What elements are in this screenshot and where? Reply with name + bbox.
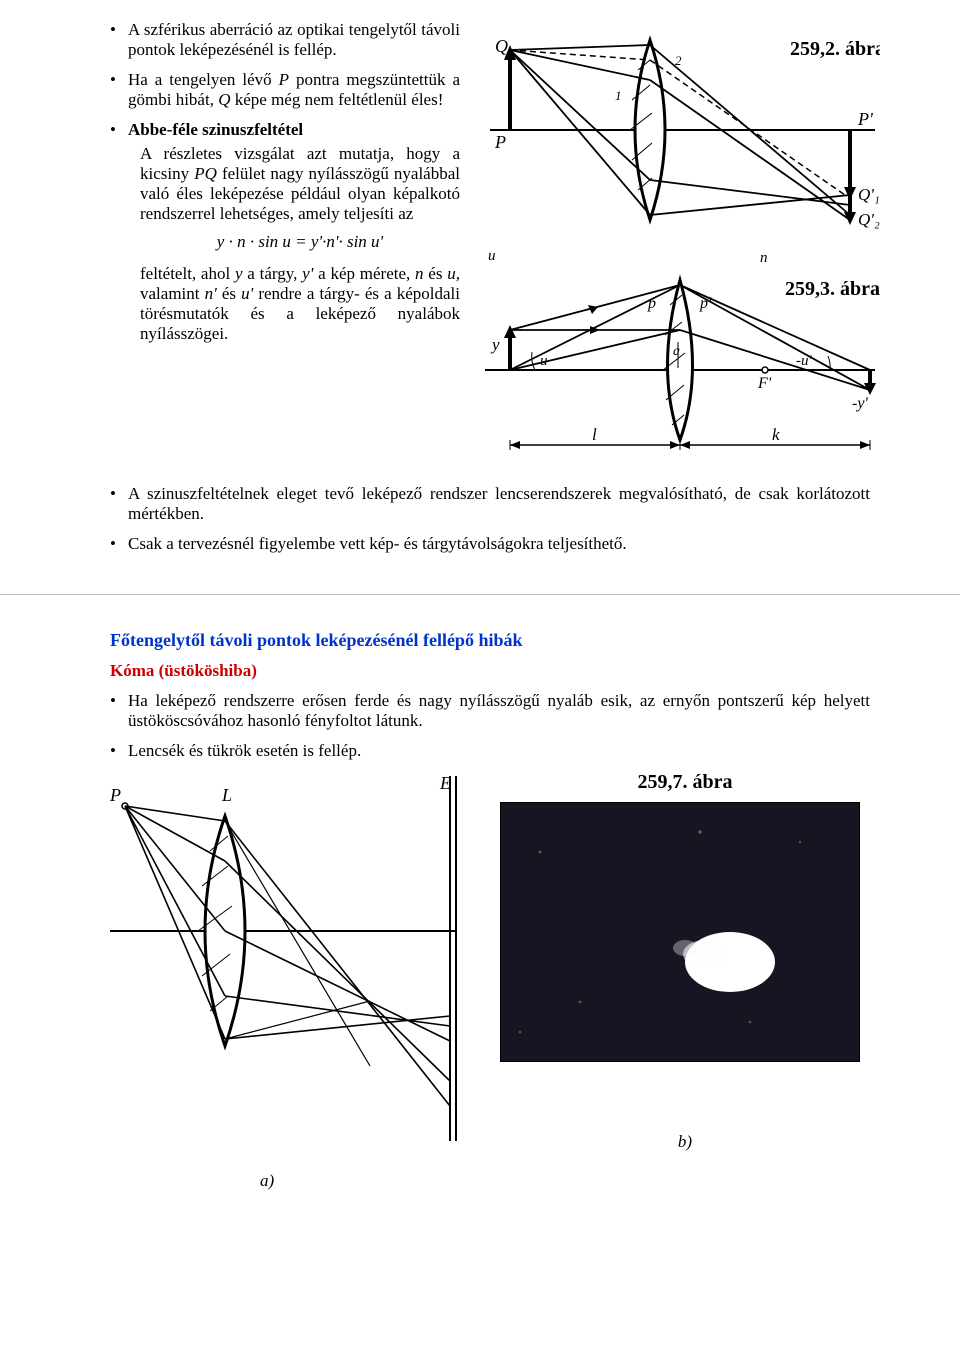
sym-u-angle: u: [540, 353, 548, 369]
sym-minus-u-prime: -u': [796, 353, 812, 369]
sym-l: l: [592, 425, 597, 444]
abbe-block: A részletes vizsgálat azt mutatja, hogy …: [110, 144, 460, 344]
bullet-spherical-aberration: A szférikus aberráció az optikai tengely…: [110, 20, 460, 60]
sym-n-right: n: [760, 250, 768, 266]
page-bottom: Főtengelytől távoli pontok leképezésénél…: [0, 595, 960, 1221]
sym-Q2p: Q'₂: [858, 210, 880, 229]
bullet-tervezesnel: Csak a tervezésnél figyelembe vett kép- …: [110, 534, 870, 554]
abbe-formula: y · n · sin u = y'·n'· sin u': [140, 232, 460, 252]
heading-koma: Kóma (üstököshiba): [110, 661, 870, 681]
top-two-column: A szférikus aberráció az optikai tengely…: [110, 20, 870, 470]
figure-coma-diagram: P L E: [110, 771, 470, 1191]
svg-text:2: 2: [675, 53, 682, 68]
sym-minus-y-prime: -y': [852, 395, 868, 412]
sym-a: a: [673, 344, 680, 359]
abbe-intro-text: A részletes vizsgálat azt mutatja, hogy …: [140, 144, 460, 224]
sym-Q1p: Q'₁: [858, 185, 880, 204]
sym-u-left: u: [488, 250, 496, 264]
svg-text:1: 1: [615, 88, 622, 103]
bullet-gombi-hibat: Ha a tengelyen lévő P pontra megszüntett…: [110, 70, 460, 110]
bullet-abbe: Abbe-féle szinuszfeltétel: [110, 120, 460, 140]
heading-fotengely: Főtengelytől távoli pontok leképezésénél…: [110, 630, 870, 651]
figure-coma-photo: [500, 802, 860, 1062]
top-left-text: A szférikus aberráció az optikai tengely…: [110, 20, 460, 344]
sym-k: k: [772, 425, 780, 444]
bullet-szinuszfeltetel: A szinuszfeltételnek eleget tevő leképez…: [110, 484, 870, 524]
figure-259-3: 259,3. ábra u n y: [480, 250, 880, 470]
figure-coma-photo-block: 259,7. ábra b): [500, 771, 870, 1152]
sym-P: P: [494, 132, 506, 152]
sym-Q: Q: [495, 36, 508, 56]
fig-photo-label: 259,7. ábra: [500, 771, 870, 794]
page-top: A szférikus aberráció az optikai tengely…: [0, 0, 960, 594]
sym-P-bottom: P: [110, 785, 121, 805]
sym-y: y: [490, 335, 500, 354]
fig-top-label: 259,2. ábra: [790, 38, 880, 60]
bullet-koma-2: Lencsék és tükrök esetén is fellép.: [110, 741, 870, 761]
abbe-after-text: feltételt, ahol y a tárgy, y' a kép mére…: [140, 264, 460, 344]
fig-mid-label: 259,3. ábra: [785, 278, 880, 300]
sym-a-sub: a): [260, 1171, 275, 1190]
figure-259-2: 259,2. ábra Q P: [480, 20, 880, 260]
sym-pprime: p': [699, 295, 712, 312]
sym-Pprime: P': [857, 109, 874, 129]
sym-Fprime: F': [757, 375, 772, 392]
bottom-figure-row: P L E: [110, 771, 870, 1191]
sym-p: p: [647, 295, 656, 312]
top-right-figures: 259,2. ábra Q P: [480, 20, 880, 470]
sym-L: L: [221, 785, 232, 805]
bullet-koma-1: Ha leképező rendszerre erősen ferde és n…: [110, 691, 870, 731]
sym-b-sub: b): [500, 1132, 870, 1152]
abbe-heading: Abbe-féle szinuszfeltétel: [128, 120, 303, 139]
